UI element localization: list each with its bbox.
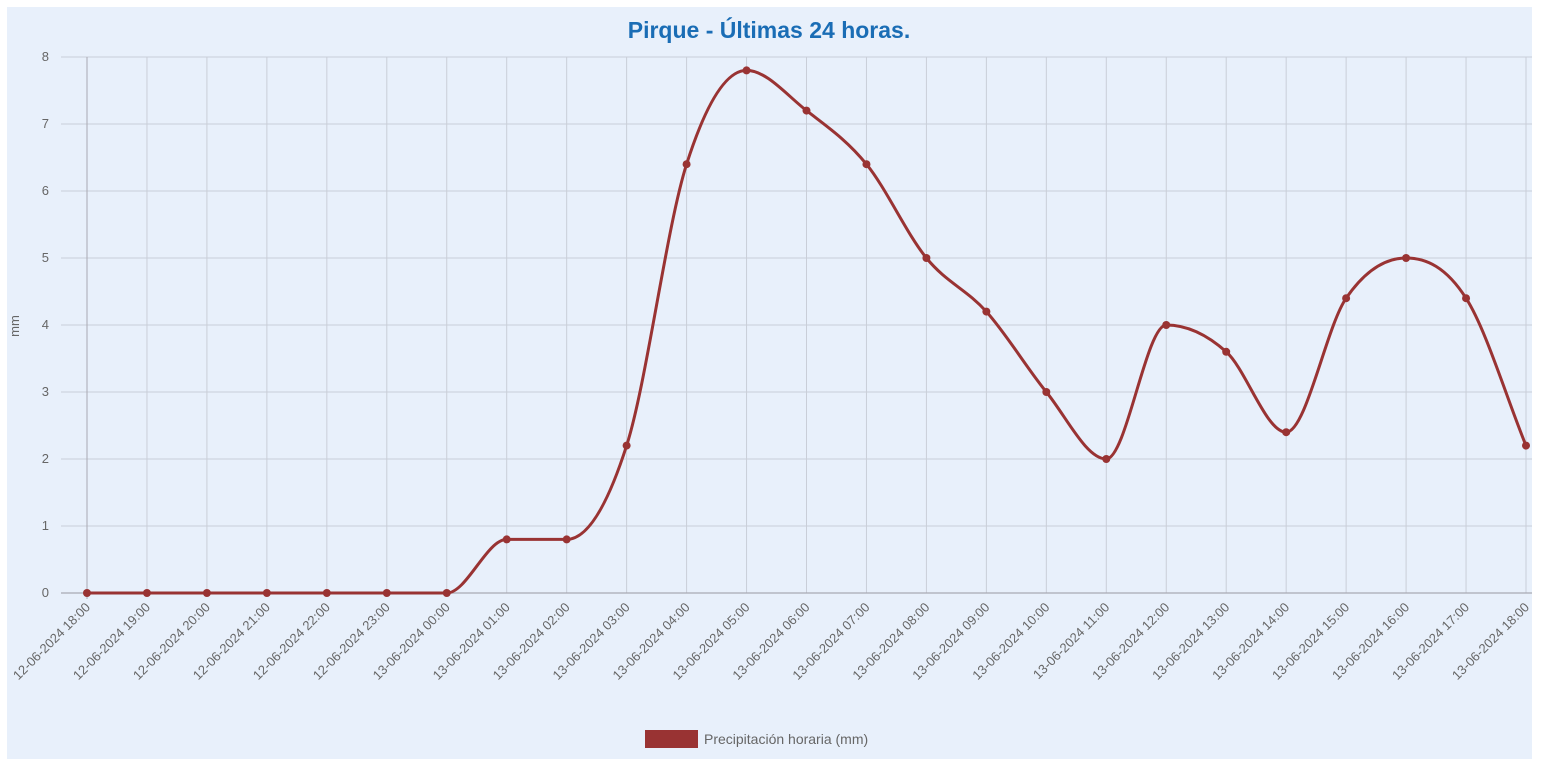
y-tick-label: 7 bbox=[42, 116, 49, 131]
data-point[interactable] bbox=[922, 254, 931, 262]
y-tick-label: 5 bbox=[42, 250, 49, 265]
data-point[interactable] bbox=[802, 106, 811, 115]
axis-layer bbox=[61, 57, 1532, 599]
data-point[interactable] bbox=[262, 589, 271, 597]
legend-label[interactable]: Precipitación horaria (mm) bbox=[704, 731, 868, 747]
y-tick-label: 3 bbox=[42, 384, 49, 399]
data-point[interactable] bbox=[1162, 321, 1171, 329]
data-point[interactable] bbox=[1402, 254, 1411, 262]
data-point[interactable] bbox=[142, 589, 151, 597]
y-tick-label: 4 bbox=[42, 317, 49, 332]
chart-panel: Pirque - Últimas 24 horas. 0 1 2 3 4 5 6 7 8 12-… bbox=[7, 7, 1532, 759]
y-tick-label: 2 bbox=[42, 451, 49, 466]
data-point[interactable] bbox=[502, 535, 511, 544]
data-point[interactable] bbox=[622, 441, 631, 450]
data-point[interactable] bbox=[862, 160, 871, 169]
y-tick-labels: 0 1 2 3 4 5 6 7 8 bbox=[42, 49, 49, 600]
y-tick-label: 1 bbox=[42, 518, 49, 533]
data-point[interactable] bbox=[682, 160, 691, 169]
grid-layer bbox=[61, 56, 1532, 593]
data-point[interactable] bbox=[1462, 294, 1471, 303]
data-point[interactable] bbox=[562, 535, 571, 544]
data-point[interactable] bbox=[1222, 347, 1231, 356]
y-tick-label: 0 bbox=[42, 585, 49, 600]
legend-swatch[interactable] bbox=[645, 730, 698, 748]
y-tick-label: 8 bbox=[42, 49, 49, 64]
data-point[interactable] bbox=[83, 589, 91, 597]
data-point[interactable] bbox=[742, 66, 751, 75]
data-point[interactable] bbox=[1282, 428, 1291, 437]
chart-title: Pirque - Últimas 24 horas. bbox=[628, 16, 910, 43]
data-point[interactable] bbox=[1102, 455, 1111, 463]
data-point[interactable] bbox=[322, 589, 331, 597]
data-point[interactable] bbox=[1342, 294, 1351, 303]
data-point[interactable] bbox=[442, 589, 451, 597]
data-point[interactable] bbox=[202, 589, 211, 597]
data-point[interactable] bbox=[982, 307, 991, 316]
y-tick-label: 6 bbox=[42, 183, 49, 198]
series-layer bbox=[83, 66, 1530, 597]
precipitation-chart: Pirque - Últimas 24 horas. 0 1 2 3 4 5 6 7 8 12-… bbox=[7, 16, 1532, 748]
y-axis-title: mm bbox=[7, 315, 22, 337]
data-point[interactable] bbox=[1522, 441, 1530, 450]
data-point[interactable] bbox=[382, 589, 391, 597]
legend[interactable]: Precipitación horaria (mm) bbox=[645, 730, 868, 748]
data-point[interactable] bbox=[1042, 388, 1051, 396]
